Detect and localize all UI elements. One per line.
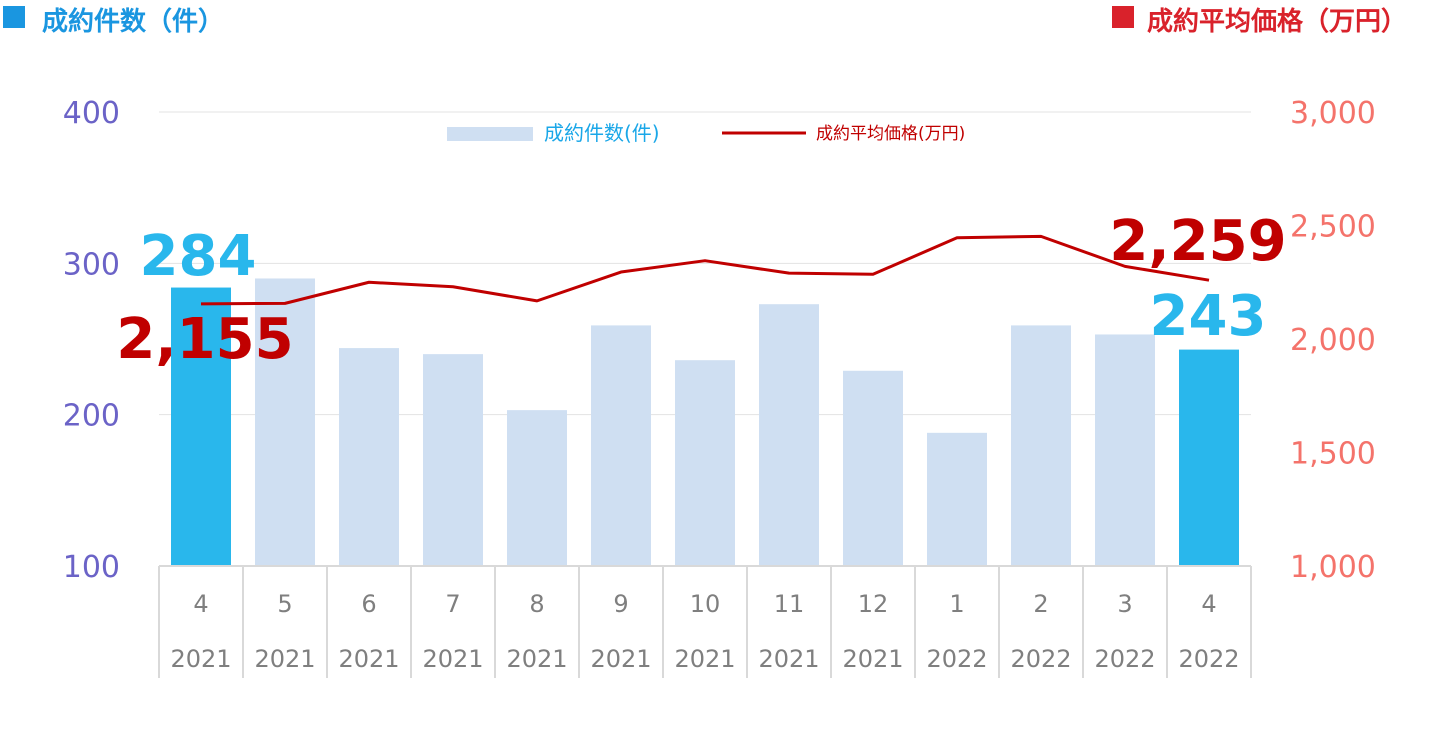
bar-first-label: 284 xyxy=(140,224,257,289)
line-series xyxy=(200,234,1210,306)
legend-bar-swatch xyxy=(447,127,533,141)
right-tick-label: 3,000 xyxy=(1290,96,1376,131)
bar xyxy=(507,410,567,566)
x-month-label: 7 xyxy=(445,590,460,618)
bar-series xyxy=(171,278,1239,566)
legend: 成約件数(件) 成約平均価格(万円) xyxy=(447,121,965,145)
left-header-title: 成約件数（件） xyxy=(42,6,224,37)
x-year-label: 2021 xyxy=(674,645,735,673)
x-year-label: 2021 xyxy=(422,645,483,673)
right-axis: 3,000 2,500 2,000 1,500 1,000 xyxy=(1290,96,1376,585)
x-month-label: 10 xyxy=(690,590,721,618)
left-tick-label: 100 xyxy=(63,550,120,585)
left-header-square xyxy=(3,6,25,28)
left-axis: 400 300 200 100 xyxy=(63,96,120,585)
right-header-square xyxy=(1112,6,1134,28)
left-tick-label: 200 xyxy=(63,399,120,434)
x-month-label: 4 xyxy=(193,590,208,618)
x-year-label: 2022 xyxy=(926,645,987,673)
bar xyxy=(1011,325,1071,566)
x-year-label: 2021 xyxy=(506,645,567,673)
left-tick-label: 400 xyxy=(63,96,120,131)
x-year-label: 2022 xyxy=(1178,645,1239,673)
x-year-label: 2021 xyxy=(254,645,315,673)
x-year-label: 2021 xyxy=(338,645,399,673)
x-month-label: 4 xyxy=(1201,590,1216,618)
bar xyxy=(423,354,483,566)
right-tick-label: 1,000 xyxy=(1290,550,1376,585)
x-month-label: 9 xyxy=(613,590,628,618)
x-year-label: 2022 xyxy=(1094,645,1155,673)
bar xyxy=(675,360,735,566)
bar xyxy=(927,432,987,566)
x-year-label: 2021 xyxy=(758,645,819,673)
x-month-label: 12 xyxy=(858,590,889,618)
x-month-label: 11 xyxy=(774,590,805,618)
right-header-title: 成約平均価格（万円） xyxy=(1147,6,1407,37)
bar xyxy=(1095,334,1155,566)
right-tick-label: 1,500 xyxy=(1290,437,1376,472)
bar xyxy=(171,287,231,566)
line-first-label: 2,155 xyxy=(116,307,293,372)
bar xyxy=(759,304,819,566)
line-last-label: 2,259 xyxy=(1109,209,1286,274)
x-month-label: 3 xyxy=(1117,590,1132,618)
bar xyxy=(339,348,399,566)
legend-bar-label: 成約件数(件) xyxy=(544,121,660,145)
x-year-label: 2022 xyxy=(1010,645,1071,673)
x-month-label: 1 xyxy=(949,590,964,618)
right-tick-label: 2,000 xyxy=(1290,323,1376,358)
x-axis: 4 2021 5 2021 6 2021 7 2021 8 2021 9 2021 10 2021 11 20… xyxy=(158,565,1252,678)
x-month-label: 5 xyxy=(277,590,292,618)
right-tick-label: 2,500 xyxy=(1290,210,1376,245)
x-year-label: 2021 xyxy=(842,645,903,673)
bar-last-label: 243 xyxy=(1150,284,1267,349)
x-year-label: 2021 xyxy=(170,645,231,673)
bar xyxy=(843,370,903,566)
x-month-label: 8 xyxy=(529,590,544,618)
x-year-label: 2021 xyxy=(590,645,651,673)
bar xyxy=(1179,349,1239,566)
bar xyxy=(591,325,651,566)
left-tick-label: 300 xyxy=(63,247,120,282)
x-month-label: 6 xyxy=(361,590,376,618)
x-month-label: 2 xyxy=(1033,590,1048,618)
bar xyxy=(255,278,315,566)
legend-line-label: 成約平均価格(万円) xyxy=(816,124,965,144)
price-line xyxy=(200,234,1210,306)
